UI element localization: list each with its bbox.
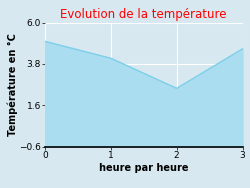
Title: Evolution de la température: Evolution de la température <box>60 8 227 21</box>
Y-axis label: Température en °C: Température en °C <box>7 33 18 136</box>
X-axis label: heure par heure: heure par heure <box>99 163 188 173</box>
